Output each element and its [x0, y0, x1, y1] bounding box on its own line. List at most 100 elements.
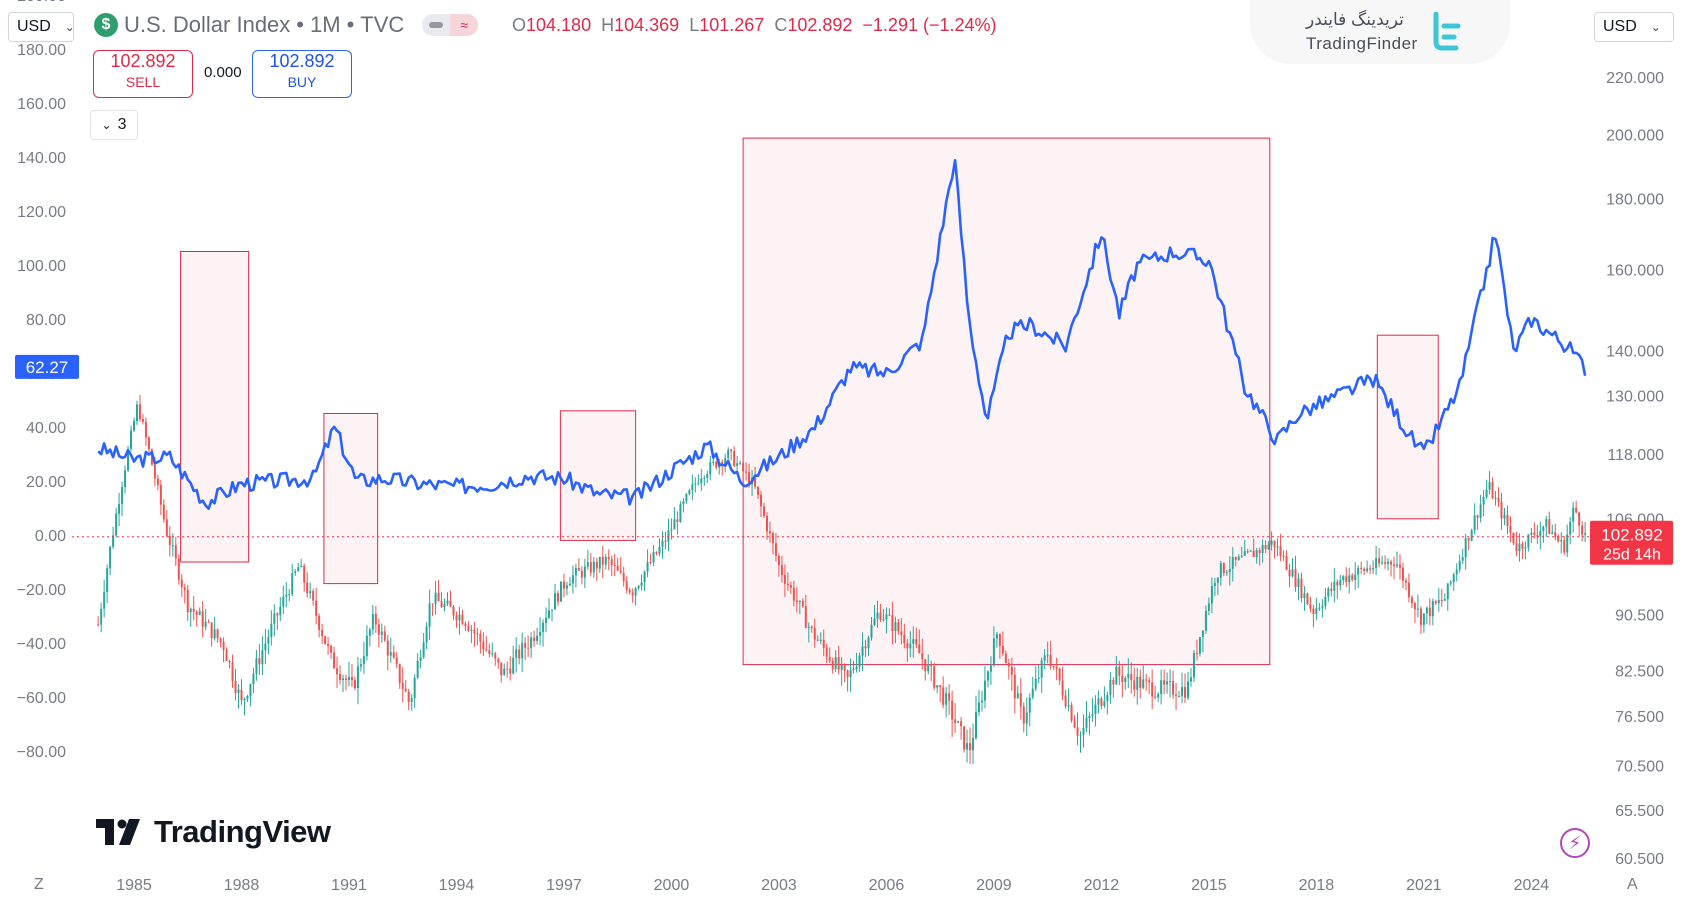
- candle-body: [783, 575, 786, 584]
- candle-body: [1303, 593, 1306, 599]
- timezone-button[interactable]: Z: [34, 876, 44, 893]
- candle-body: [1249, 550, 1252, 552]
- candle-body: [891, 615, 894, 632]
- candle-body: [858, 655, 861, 667]
- right-axis-tick: 76.500: [1615, 709, 1664, 726]
- tradingview-logo[interactable]: TradingView: [96, 814, 331, 850]
- open-key: O: [512, 15, 527, 35]
- sell-button[interactable]: 102.892 SELL: [93, 50, 193, 98]
- candle-body: [1309, 604, 1312, 609]
- chevron-down-icon: ⌄: [64, 20, 75, 34]
- candle-body: [804, 606, 807, 628]
- candle-body: [1004, 653, 1007, 664]
- candle-body: [171, 545, 174, 547]
- auto-scale-button[interactable]: A: [1627, 876, 1638, 893]
- buy-button[interactable]: 102.892 BUY: [252, 50, 352, 98]
- candle-body: [1198, 637, 1201, 654]
- left-axis-tick: 0.00: [35, 528, 66, 545]
- interval-label: 1M: [310, 12, 341, 37]
- mode-toggle[interactable]: ≈: [422, 14, 479, 36]
- candle-body: [115, 513, 118, 536]
- candle-body: [745, 471, 748, 473]
- candle-body: [834, 657, 837, 670]
- candle-body: [1339, 580, 1342, 586]
- candle-body: [822, 639, 825, 648]
- candle-body: [1157, 694, 1160, 698]
- candle-body: [894, 622, 897, 632]
- left-axis-tick: 80.00: [26, 312, 66, 329]
- candle-body: [915, 639, 918, 645]
- candle-body: [789, 585, 792, 588]
- x-axis-tick: 2015: [1191, 877, 1227, 894]
- close-value: 102.892: [787, 15, 853, 35]
- candle-body: [903, 635, 906, 644]
- left-axis-tick: −40.00: [17, 636, 66, 653]
- candle-body: [989, 665, 992, 672]
- minus-icon[interactable]: [422, 14, 450, 36]
- candle-body: [1542, 526, 1545, 532]
- candle-body: [918, 644, 921, 654]
- candle-body: [437, 592, 440, 602]
- candle-body: [210, 622, 213, 639]
- candle-body: [389, 652, 392, 656]
- candle-body: [1297, 578, 1300, 588]
- candle-body: [291, 573, 294, 595]
- candle-body: [1049, 654, 1052, 666]
- candle-body: [825, 647, 828, 658]
- sell-label: SELL: [125, 74, 161, 90]
- candle-body: [147, 437, 150, 450]
- candle-body: [771, 533, 774, 544]
- candle-body: [1378, 558, 1381, 564]
- candle-body: [1013, 674, 1016, 699]
- candle-body: [1387, 561, 1390, 564]
- candle-body: [813, 627, 816, 640]
- symbol-info[interactable]: $ U.S. Dollar Index • 1M • TVC ≈: [94, 12, 479, 38]
- wave-icon[interactable]: ≈: [450, 14, 479, 36]
- candle-body: [482, 641, 485, 650]
- candle-body: [467, 625, 470, 631]
- candle-body: [1497, 497, 1500, 502]
- candle-body: [870, 624, 873, 638]
- candle-body: [1545, 519, 1548, 527]
- candle-body: [995, 634, 998, 639]
- candle-body: [652, 552, 655, 563]
- candle-body: [97, 624, 100, 626]
- left-axis-tick: 120.00: [17, 204, 66, 221]
- candle-body: [992, 638, 995, 666]
- candle-body: [237, 689, 240, 693]
- currency-select-left[interactable]: USD ⌄: [8, 12, 75, 42]
- candle-body: [440, 601, 443, 608]
- candle-body: [339, 674, 342, 680]
- candle-body: [1482, 497, 1485, 505]
- candle-body: [1181, 686, 1184, 697]
- candle-body: [1073, 720, 1076, 728]
- candle-body: [428, 603, 431, 627]
- candle-body: [309, 591, 312, 594]
- candle-body: [365, 635, 368, 657]
- separator-dot: •: [296, 12, 304, 37]
- candle-body: [255, 658, 258, 674]
- left-axis-tick: 100.00: [17, 258, 66, 275]
- candle-body: [1321, 606, 1324, 608]
- candle-body: [739, 462, 742, 464]
- candle-body: [509, 668, 512, 674]
- candle-body: [554, 593, 557, 610]
- candle-body: [121, 486, 124, 505]
- candle-body: [1404, 580, 1407, 583]
- candle-body: [876, 612, 879, 619]
- candle-body: [673, 519, 676, 530]
- candle-body: [1425, 607, 1428, 614]
- candle-body: [685, 494, 688, 502]
- lightning-icon[interactable]: ⚡: [1560, 828, 1590, 858]
- high-key: H: [601, 15, 615, 35]
- candle-body: [897, 622, 900, 632]
- candle-body: [661, 540, 664, 548]
- collapse-indicators-button[interactable]: ⌄ 3: [90, 110, 138, 140]
- candle-body: [548, 610, 551, 618]
- currency-select-right[interactable]: USD ⌄: [1594, 12, 1674, 42]
- candle-body: [643, 571, 646, 583]
- candle-body: [1318, 607, 1321, 609]
- tradingfinder-logo-icon: [1433, 12, 1461, 51]
- candle-body: [1258, 550, 1261, 553]
